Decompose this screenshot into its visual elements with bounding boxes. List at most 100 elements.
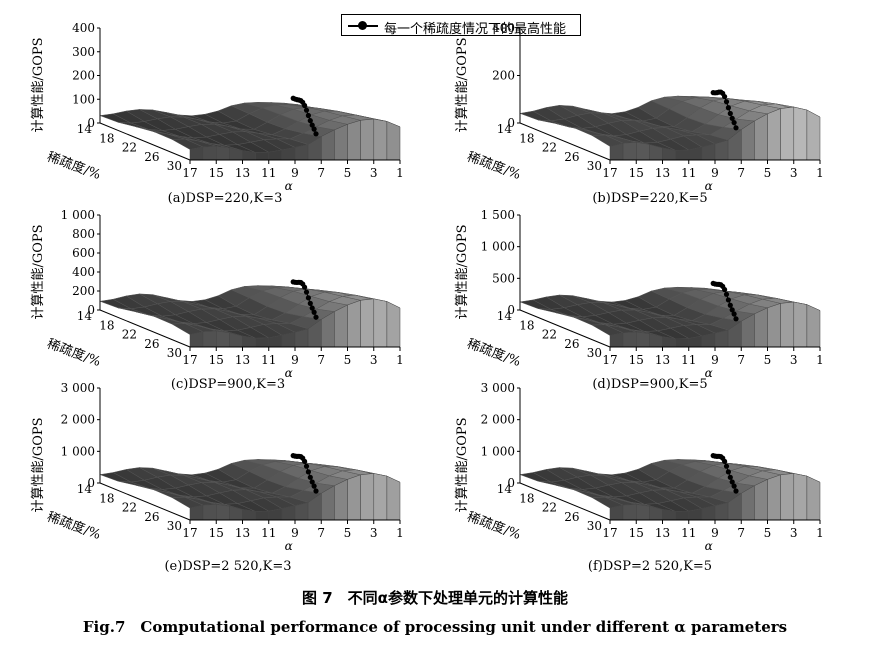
surface-skirt [189, 331, 204, 348]
alpha-tick-label: 7 [737, 526, 745, 540]
alpha-tick-label: 15 [209, 166, 224, 180]
z-tick-label: 300 [72, 45, 95, 59]
alpha-tick-label: 3 [790, 166, 798, 180]
sparsity-tick-label: 26 [564, 510, 579, 524]
surface-skirt [675, 338, 690, 348]
max-performance-point [710, 280, 716, 286]
sparsity-axis-line [99, 309, 191, 348]
sparsity-tick-label: 30 [167, 519, 182, 533]
max-performance-point [727, 302, 733, 308]
sparsity-tick-label: 14 [77, 309, 93, 323]
alpha-tick-label: 13 [235, 166, 250, 180]
max-performance-point [307, 474, 313, 480]
z-tick-label: 0 [507, 476, 515, 490]
max-performance-point [309, 305, 315, 311]
alpha-tick-label: 9 [711, 526, 719, 540]
max-performance-point [727, 474, 733, 480]
surface-skirt [609, 142, 624, 161]
max-performance-point [303, 463, 310, 469]
surface-skirt [609, 504, 624, 521]
sparsity-tick-label: 22 [542, 141, 557, 155]
surface-skirt [636, 142, 650, 161]
surface-skirt [216, 504, 230, 521]
sparsity-tick-label: 14 [497, 122, 513, 136]
sparsity-tick-label: 26 [564, 337, 579, 351]
alpha-tick-label: 17 [602, 353, 617, 367]
z-tick-label: 3 000 [61, 381, 95, 395]
z-tick-label: 0 [87, 303, 95, 317]
surface-skirt [622, 504, 637, 521]
max-performance-point [311, 126, 317, 132]
max-performance-point [729, 115, 735, 121]
surface-skirt [767, 108, 781, 161]
surface-skirt [294, 144, 309, 161]
sparsity-tick-label: 26 [564, 150, 579, 164]
alpha-tick-label: 15 [209, 353, 224, 367]
surface-skirt [675, 149, 690, 161]
sparsity-tick-label: 26 [144, 337, 159, 351]
surface-skirt [806, 475, 821, 521]
max-performance-point [313, 314, 319, 320]
max-performance-point [290, 279, 296, 285]
sparsity-tick-label: 18 [99, 491, 114, 505]
legend: 每一个稀疏度情况下的最高性能 [341, 14, 581, 37]
surface-skirt [334, 304, 348, 348]
sparsity-tick-label: 22 [122, 328, 137, 342]
surface-skirt [360, 118, 375, 161]
surface-skirt [334, 479, 348, 521]
z-tick-label: 1 500 [481, 208, 515, 222]
surface-skirt [636, 504, 650, 521]
max-performance-point [290, 453, 296, 459]
max-performance-point [733, 125, 739, 131]
z-axis-title: 计算性能/GOPS [455, 417, 470, 512]
surface-skirt [662, 509, 676, 521]
max-performance-point [710, 90, 716, 96]
alpha-tick-label: 11 [681, 353, 696, 367]
max-performance-point [303, 107, 310, 113]
max-performance-point [731, 311, 737, 317]
alpha-tick-label: 7 [737, 166, 745, 180]
max-performance-point [733, 488, 739, 494]
subplot-caption: (f)DSP=2 520,K=5 [588, 559, 712, 574]
sparsity-tick-label: 14 [497, 482, 513, 496]
surface-skirt [202, 146, 217, 161]
z-tick-label: 400 [72, 265, 95, 279]
sparsity-tick-label: 18 [519, 318, 534, 332]
surface-skirt [636, 331, 650, 348]
figure-caption-cn: 图 7 不同α参数下处理单元的计算性能 [302, 589, 568, 607]
sparsity-axis-title: 稀疏度/% [465, 336, 523, 370]
alpha-tick-label: 7 [317, 166, 325, 180]
sparsity-tick-label: 14 [497, 309, 513, 323]
sparsity-tick-label: 18 [519, 491, 534, 505]
z-axis-title: 计算性能/GOPS [455, 37, 470, 132]
alpha-tick-label: 7 [317, 353, 325, 367]
z-axis-title: 计算性能/GOPS [31, 37, 46, 132]
alpha-axis-title: α [285, 539, 293, 553]
sparsity-axis-title: 稀疏度/% [465, 509, 523, 543]
z-tick-label: 100 [72, 92, 95, 106]
alpha-tick-label: 5 [764, 526, 772, 540]
max-performance-point [311, 309, 317, 315]
sparsity-axis-line [99, 122, 191, 161]
alpha-tick-label: 11 [261, 353, 276, 367]
surface-skirt [347, 474, 361, 521]
sparsity-tick-label: 26 [144, 150, 159, 164]
alpha-tick-label: 17 [602, 526, 617, 540]
surface-skirt [373, 118, 388, 161]
alpha-tick-label: 1 [396, 353, 404, 367]
sparsity-axis-title: 稀疏度/% [465, 149, 523, 183]
alpha-tick-label: 11 [261, 166, 276, 180]
z-tick-label: 0 [507, 303, 515, 317]
surface-skirt [360, 473, 375, 521]
surface-skirt [714, 502, 729, 521]
sparsity-axis-line [519, 482, 611, 521]
sparsity-tick-label: 22 [542, 501, 557, 515]
alpha-tick-label: 1 [816, 353, 824, 367]
surface-skirt [202, 330, 217, 348]
sparsity-axis-title: 稀疏度/% [45, 149, 103, 183]
surface-skirt [216, 330, 230, 348]
max-performance-point [725, 297, 732, 303]
alpha-tick-label: 5 [764, 166, 772, 180]
surface-skirt [294, 502, 309, 521]
